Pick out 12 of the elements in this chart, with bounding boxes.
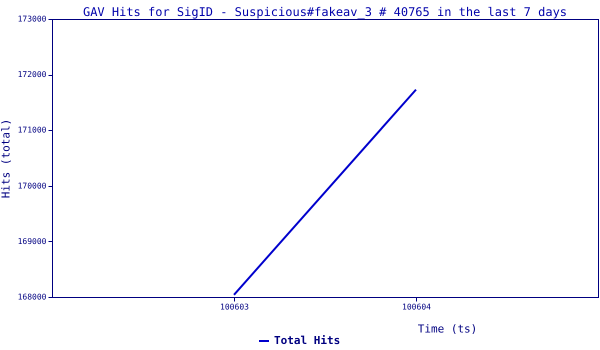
x-axis-title: Time (ts) [418, 322, 478, 336]
legend-label: Total Hits [274, 334, 340, 347]
y-axis-title: Hits (total) [0, 118, 13, 198]
y-tick-label: 172000 [18, 70, 47, 80]
y-tick-label: 169000 [18, 236, 47, 246]
y-tick-label: 171000 [18, 126, 47, 135]
x-tick-label: 100603 [220, 302, 250, 312]
y-tick-label: 170000 [18, 181, 47, 190]
x-tick-label: 100604 [402, 302, 432, 312]
y-tick-label: 168000 [18, 292, 47, 302]
chart-title: GAV Hits for SigID - Suspicious#fakeav_3 # 40765 in the last 7 days [82, 5, 568, 19]
y-tick-label: 173000 [18, 14, 47, 24]
